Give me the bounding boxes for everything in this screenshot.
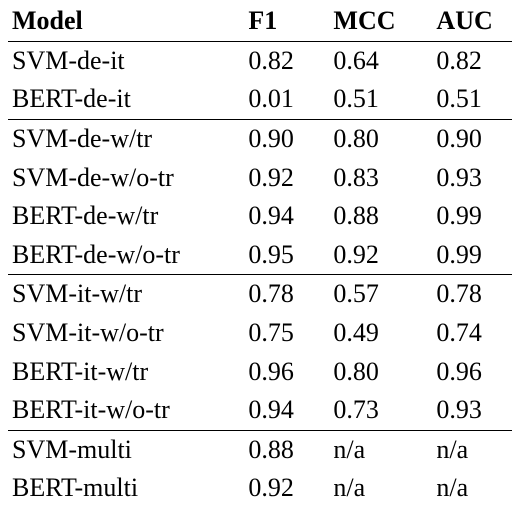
cell-f1: 0.94	[248, 201, 294, 231]
cell-model: BERT-de-it	[12, 84, 131, 114]
table-row: BERT-multi 0.92 n/a n/a	[8, 469, 512, 508]
cell-auc: 0.93	[436, 395, 482, 425]
cell-mcc: 0.80	[333, 118, 437, 159]
table-row: BERT-it-w/o-tr 0.94 0.73 0.93	[8, 391, 512, 430]
cell-auc: 0.82	[436, 40, 512, 81]
cell-f1: 0.78	[248, 274, 334, 314]
cell-f1: 0.75	[248, 318, 294, 348]
cell-mcc: 0.92	[333, 239, 379, 269]
table-row: SVM-de-w/tr 0.90 0.80 0.90	[8, 118, 512, 159]
cell-f1: 0.88	[248, 429, 334, 470]
cell-model: BERT-de-w/o-tr	[12, 239, 180, 269]
cell-auc: n/a	[436, 473, 469, 503]
cell-auc: 0.93	[436, 162, 482, 192]
cell-f1: 0.92	[248, 162, 294, 192]
header-f1: F1	[248, 2, 334, 42]
table-row: SVM-de-w/o-tr 0.92 0.83 0.93	[8, 158, 512, 197]
cell-f1: 0.90	[248, 118, 334, 159]
header-row: Model F1 MCC AUC	[8, 2, 512, 42]
cell-model: SVM-it-w/tr	[8, 274, 249, 314]
table-header: Model F1 MCC AUC	[8, 2, 512, 42]
header-auc: AUC	[436, 2, 512, 42]
cell-model: SVM-de-w/tr	[8, 118, 249, 159]
cell-model: BERT-de-w/tr	[12, 201, 159, 231]
cell-mcc: n/a	[333, 473, 366, 503]
results-table: Model F1 MCC AUC SVM-de-it 0.82 0.64 0.82 BE…	[8, 2, 512, 508]
cell-mcc: 0.73	[333, 395, 379, 425]
table-row: SVM-it-w/tr 0.78 0.57 0.78	[8, 274, 512, 314]
cell-mcc: 0.83	[333, 162, 379, 192]
cell-model: SVM-it-w/o-tr	[12, 318, 164, 348]
table-body: SVM-de-it 0.82 0.64 0.82 BERT-de-it 0.01 0.51 0…	[8, 40, 512, 508]
cell-mcc: 0.88	[333, 201, 379, 231]
table-row: BERT-it-w/tr 0.96 0.80 0.96	[8, 352, 512, 391]
table-row: BERT-de-it 0.01 0.51 0.51	[8, 80, 512, 119]
table-row: SVM-multi 0.88 n/a n/a	[8, 429, 512, 470]
cell-auc: n/a	[436, 429, 512, 470]
cell-model: BERT-multi	[12, 473, 139, 503]
cell-auc: 0.74	[436, 318, 482, 348]
cell-f1: 0.96	[248, 356, 294, 386]
cell-auc: 0.96	[436, 356, 482, 386]
cell-model: SVM-de-w/o-tr	[12, 162, 174, 192]
table-row: BERT-de-w/tr 0.94 0.88 0.99	[8, 197, 512, 236]
cell-mcc: 0.51	[333, 84, 379, 114]
cell-mcc: 0.80	[333, 356, 379, 386]
cell-mcc: 0.49	[333, 318, 379, 348]
header-model: Model	[8, 2, 249, 42]
table-row: BERT-de-w/o-tr 0.95 0.92 0.99	[8, 236, 512, 275]
table-row: SVM-de-it 0.82 0.64 0.82	[8, 40, 512, 81]
cell-model: BERT-it-w/tr	[12, 356, 149, 386]
cell-auc: 0.99	[436, 201, 482, 231]
cell-auc: 0.78	[436, 274, 512, 314]
cell-f1: 0.94	[248, 395, 294, 425]
cell-f1: 0.95	[248, 239, 294, 269]
header-mcc: MCC	[333, 2, 437, 42]
cell-auc: 0.99	[436, 239, 482, 269]
cell-f1: 0.82	[248, 40, 334, 81]
cell-model: SVM-multi	[8, 429, 249, 470]
cell-f1: 0.01	[248, 84, 294, 114]
cell-f1: 0.92	[248, 473, 294, 503]
cell-model: BERT-it-w/o-tr	[12, 395, 170, 425]
cell-auc: 0.51	[436, 84, 482, 114]
table-row: SVM-it-w/o-tr 0.75 0.49 0.74	[8, 314, 512, 353]
cell-auc: 0.90	[436, 118, 512, 159]
cell-mcc: 0.64	[333, 40, 437, 81]
cell-mcc: n/a	[333, 429, 437, 470]
cell-mcc: 0.57	[333, 274, 437, 314]
cell-model: SVM-de-it	[8, 40, 249, 81]
